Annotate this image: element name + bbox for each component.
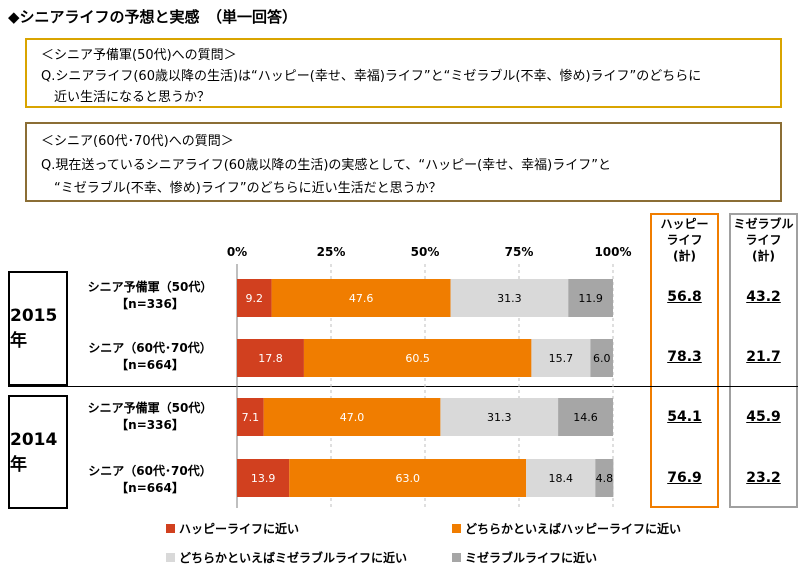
data-label: 4.8 xyxy=(596,472,614,485)
data-label: 47.0 xyxy=(340,411,365,424)
bar-segment xyxy=(558,398,613,436)
bar-segment xyxy=(237,279,272,317)
x-tick-label: 0% xyxy=(227,245,247,259)
bar-segment xyxy=(595,459,614,497)
bar-segment xyxy=(440,398,559,436)
question-text: 近い生活になると思うか？ xyxy=(54,90,211,105)
year-divider xyxy=(8,386,798,387)
misery-header-line: (計) xyxy=(752,249,775,263)
legend-label: ハッピーライフに近い xyxy=(179,522,300,536)
question-text: Q.シニアライフ(60歳以降の生活)は“ハッピー(幸せ、幸福)ライフ”と“ミゼラ… xyxy=(41,69,702,84)
legend-swatch xyxy=(166,553,175,562)
x-tick-label: 50% xyxy=(411,245,440,259)
legend-item-rather-misery: どちらかといえばミゼラブルライフに近い xyxy=(166,549,407,566)
legend-swatch xyxy=(452,553,461,562)
data-label: 15.7 xyxy=(549,352,574,365)
data-label: 47.6 xyxy=(349,292,374,305)
row-label-name: シニア（60代･70代） xyxy=(88,464,212,478)
misery-total-header: ミゼラブル ライフ (計) xyxy=(729,216,798,264)
question-box-pre-senior: ＜シニア予備軍(50代)への質問＞ Q.シニアライフ(60歳以降の生活)は“ハッ… xyxy=(25,38,782,108)
bar-segment xyxy=(289,459,527,497)
happy-header-line: ライフ xyxy=(666,233,703,247)
happy-total-value: 78.3 xyxy=(667,349,702,365)
row-label-n: 【n=336】 xyxy=(116,297,184,311)
data-label: 6.0 xyxy=(593,352,611,365)
bar-segment xyxy=(237,459,290,497)
bar-segment xyxy=(263,398,441,436)
legend-label: どちらかといえばミゼラブルライフに近い xyxy=(179,551,408,565)
year-label-2015: 2015年 xyxy=(8,271,68,386)
bar-segment xyxy=(531,339,591,377)
x-tick-label: 100% xyxy=(594,245,631,259)
page-title: ◆シニアライフの予想と実感 （単一回答） xyxy=(8,8,298,26)
happy-total-value: 54.1 xyxy=(667,409,702,425)
misery-header-line: ミゼラブル xyxy=(733,217,794,231)
data-label: 60.5 xyxy=(405,352,430,365)
data-label: 31.3 xyxy=(487,411,512,424)
data-label: 63.0 xyxy=(395,472,420,485)
bar-segment xyxy=(303,339,532,377)
happy-total-value: 56.8 xyxy=(667,289,702,305)
row-label-2015-pre-senior: シニア予備軍（50代） 【n=336】 xyxy=(70,279,230,313)
misery-total-value: 23.2 xyxy=(746,470,781,486)
data-label: 18.4 xyxy=(548,472,573,485)
row-label-name: シニア（60代･70代） xyxy=(88,341,212,355)
bar-segment xyxy=(590,339,613,377)
legend-label: ミゼラブルライフに近い xyxy=(465,551,598,565)
data-label: 7.1 xyxy=(242,411,260,424)
data-label: 17.8 xyxy=(258,352,283,365)
bar-segment xyxy=(237,339,304,377)
legend-swatch xyxy=(166,524,175,533)
question-heading: ＜シニア(60代･70代)への質問＞ xyxy=(41,134,234,149)
legend-item-rather-happy: どちらかといえばハッピーライフに近い xyxy=(452,520,681,537)
happy-header-line: ハッピー xyxy=(660,217,709,231)
x-tick-label: 25% xyxy=(317,245,346,259)
legend-label: どちらかといえばハッピーライフに近い xyxy=(465,522,682,536)
data-label: 13.9 xyxy=(251,472,276,485)
row-label-2014-pre-senior: シニア予備軍（50代） 【n=336】 xyxy=(70,400,230,434)
misery-total-value: 43.2 xyxy=(746,289,781,305)
data-label: 9.2 xyxy=(246,292,264,305)
row-label-name: シニア予備軍（50代） xyxy=(87,401,213,415)
happy-header-line: (計) xyxy=(673,249,696,263)
bar-segment xyxy=(526,459,596,497)
question-text: “ミゼラブル(不幸、惨め)ライフ”のどちらに近い生活だと思うか？ xyxy=(54,181,442,196)
legend-swatch xyxy=(452,524,461,533)
misery-total-value: 45.9 xyxy=(746,409,781,425)
misery-total-value: 21.7 xyxy=(746,349,781,365)
year-label-2014: 2014年 xyxy=(8,395,68,509)
happy-total-value: 76.9 xyxy=(667,470,702,486)
misery-header-line: ライフ xyxy=(745,233,782,247)
question-box-senior: ＜シニア(60代･70代)への質問＞ Q.現在送っているシニアライフ(60歳以降… xyxy=(25,122,782,202)
row-label-n: 【n=336】 xyxy=(116,418,184,432)
question-text: Q.現在送っているシニアライフ(60歳以降の生活)の実感として、“ハッピー(幸せ… xyxy=(41,158,611,173)
row-label-2014-senior: シニア（60代･70代） 【n=664】 xyxy=(70,463,230,497)
row-label-name: シニア予備軍（50代） xyxy=(87,280,213,294)
data-label: 14.6 xyxy=(573,411,598,424)
question-heading: ＜シニア予備軍(50代)への質問＞ xyxy=(41,48,237,63)
happy-total-header: ハッピー ライフ (計) xyxy=(650,216,719,264)
happy-total-column xyxy=(650,213,719,508)
bar-segment xyxy=(271,279,451,317)
x-tick-label: 75% xyxy=(505,245,534,259)
bar-segment xyxy=(450,279,569,317)
legend-item-misery: ミゼラブルライフに近い xyxy=(452,549,597,566)
data-label: 11.9 xyxy=(578,292,603,305)
misery-total-column xyxy=(729,213,798,508)
row-label-n: 【n=664】 xyxy=(116,358,184,372)
bar-segment xyxy=(237,398,264,436)
legend-item-happy: ハッピーライフに近い xyxy=(166,520,299,537)
data-label: 31.3 xyxy=(497,292,522,305)
row-label-n: 【n=664】 xyxy=(116,481,184,495)
bar-segment xyxy=(568,279,613,317)
row-label-2015-senior: シニア（60代･70代） 【n=664】 xyxy=(70,340,230,374)
